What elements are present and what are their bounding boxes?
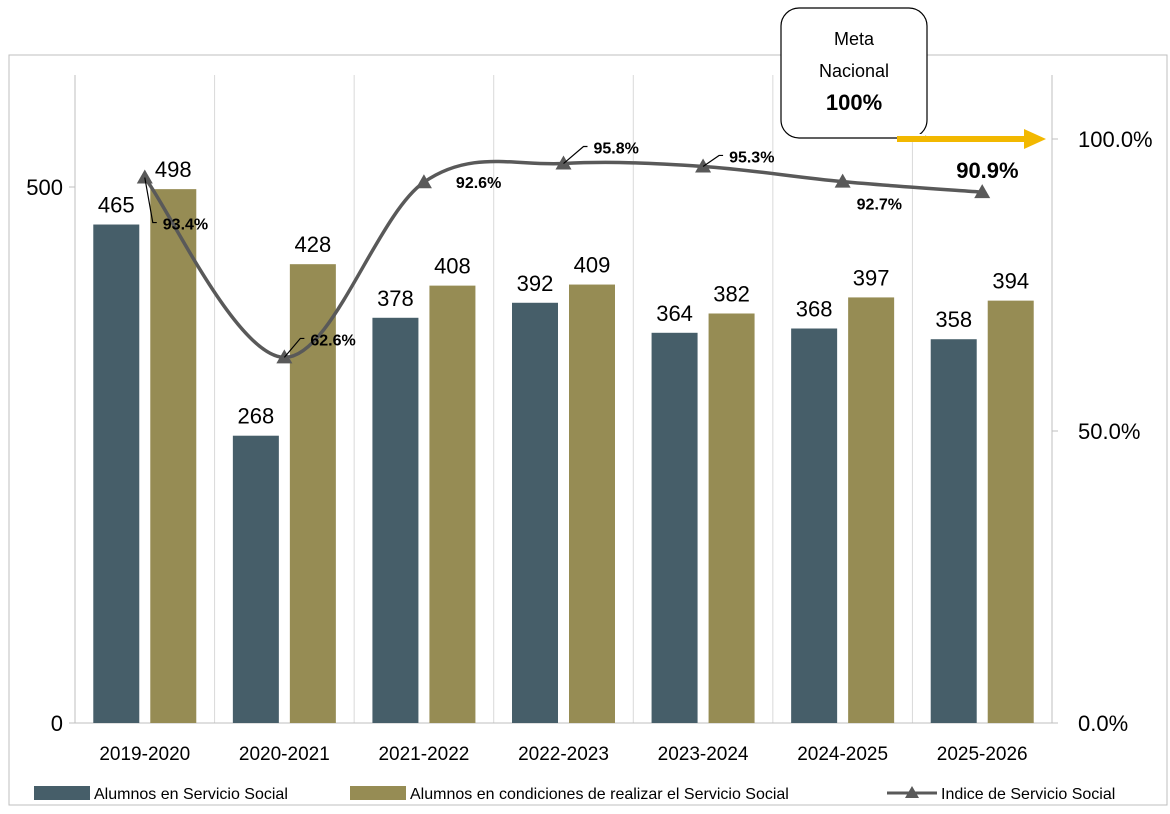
bar-data-label: 498 xyxy=(155,157,192,182)
x-tick-label: 2021-2022 xyxy=(378,744,469,765)
y-left-tick-label: 500 xyxy=(26,175,63,200)
data-label-leader xyxy=(283,337,305,358)
bar-data-label: 394 xyxy=(992,269,1029,294)
bar-data-label: 428 xyxy=(294,232,331,257)
bar-data-label: 364 xyxy=(656,301,693,326)
line-data-label: 95.8% xyxy=(594,141,639,158)
line-point-marker xyxy=(695,158,712,173)
line-indice-servicio-social xyxy=(143,159,983,360)
legend-label: Alumnos en Servicio Social xyxy=(94,786,288,803)
line-data-label: 93.4% xyxy=(163,217,208,234)
legend-swatch xyxy=(350,786,406,800)
bar-data-label: 409 xyxy=(574,253,611,278)
bar-en-condiciones xyxy=(848,297,895,723)
line-data-label: 92.6% xyxy=(456,175,501,192)
bar-data-label: 465 xyxy=(98,193,135,218)
callout-line: 100% xyxy=(826,90,882,115)
goal-arrow-head xyxy=(1024,129,1046,149)
bar-data-label: 392 xyxy=(517,271,554,296)
bar-en-condiciones xyxy=(150,189,197,724)
callout-box xyxy=(780,7,928,139)
line-point-marker xyxy=(415,174,432,189)
bar-en-condiciones xyxy=(429,285,476,723)
bar-data-label: 382 xyxy=(713,281,750,306)
legend-label: Alumnos en condiciones de realizar el Se… xyxy=(410,786,789,803)
bar-servicio-social xyxy=(93,224,140,723)
legend-label: Indice de Servicio Social xyxy=(941,786,1115,803)
line-data-label: 92.7% xyxy=(857,197,902,214)
x-tick-label: 2025-2026 xyxy=(937,744,1028,765)
line-data-label: 90.9% xyxy=(956,158,1018,183)
line-point-marker xyxy=(276,349,293,364)
data-label-leader xyxy=(144,177,157,224)
bar-en-condiciones xyxy=(987,300,1034,723)
line-data-label: 62.6% xyxy=(310,332,355,349)
bar-data-label: 358 xyxy=(935,307,972,332)
line-point-marker xyxy=(555,155,572,170)
callout-line: Meta xyxy=(834,29,875,49)
line-point-marker xyxy=(974,184,991,199)
bar-data-label: 268 xyxy=(237,404,274,429)
line-point-marker xyxy=(136,169,153,184)
y-right-tick-label: 100.0% xyxy=(1078,127,1153,152)
bar-en-condiciones xyxy=(708,313,755,723)
bar-servicio-social xyxy=(372,317,419,723)
bar-data-label: 397 xyxy=(853,265,890,290)
data-label-leader xyxy=(563,145,588,164)
x-tick-label: 2020-2021 xyxy=(239,744,330,765)
callout-line: Nacional xyxy=(819,61,889,81)
data-label-leader xyxy=(702,154,724,167)
line-point-marker xyxy=(834,173,851,188)
x-tick-label: 2019-2020 xyxy=(99,744,190,765)
x-tick-label: 2024-2025 xyxy=(797,744,888,765)
bar-data-label: 368 xyxy=(796,297,833,322)
bar-data-label: 408 xyxy=(434,254,471,279)
legend-swatch xyxy=(34,786,90,800)
bar-en-condiciones xyxy=(569,284,615,723)
y-right-tick-label: 0.0% xyxy=(1078,711,1128,736)
bar-data-label: 378 xyxy=(377,286,414,311)
line-data-label: 95.3% xyxy=(729,149,774,166)
y-right-tick-label: 50.0% xyxy=(1078,419,1140,444)
bar-servicio-social xyxy=(930,339,977,723)
bar-servicio-social xyxy=(512,302,558,723)
bar-servicio-social xyxy=(791,328,838,723)
x-tick-label: 2022-2023 xyxy=(518,744,609,765)
bar-servicio-social xyxy=(232,435,279,723)
bar-servicio-social xyxy=(651,332,698,723)
legend-marker xyxy=(905,786,919,798)
y-left-tick-label: 0 xyxy=(51,711,63,736)
x-tick-label: 2023-2024 xyxy=(658,744,749,765)
